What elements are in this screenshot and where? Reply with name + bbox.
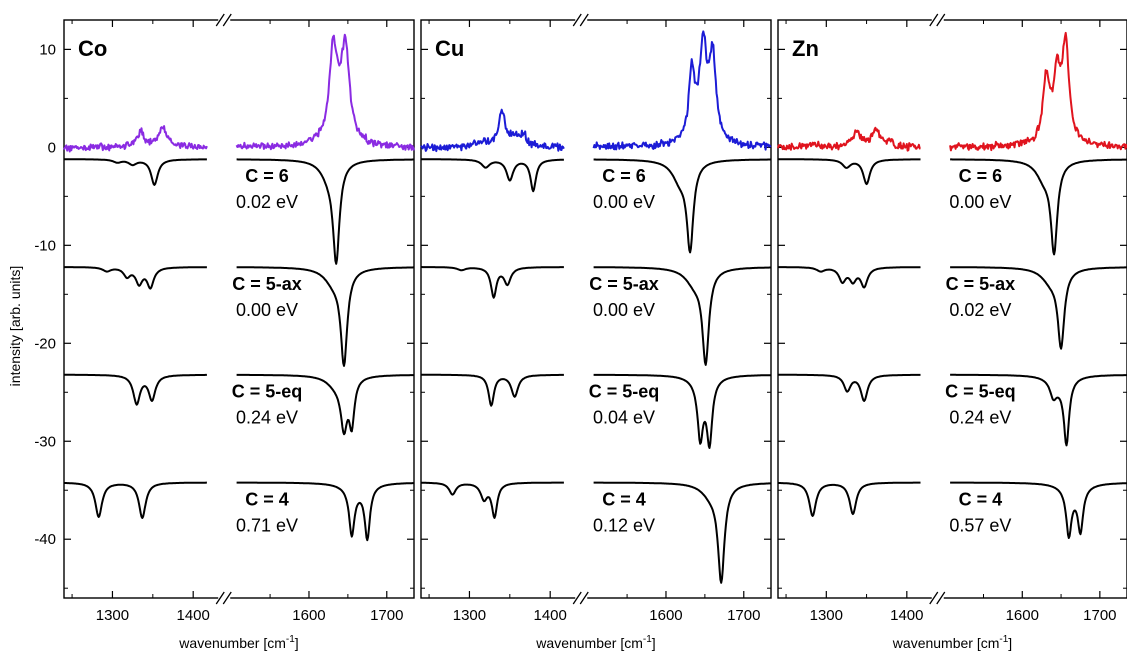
energy-label: 0.71 eV (236, 515, 298, 535)
series-computed-1 (777, 158, 1127, 256)
series-computed-1 (420, 158, 772, 254)
structure-label: C = 4 (245, 489, 289, 509)
axis-break-gap (575, 18, 588, 22)
x-tick-label: 1600 (649, 607, 682, 624)
series-computed-1 (63, 158, 415, 265)
energy-label: 0.00 eV (593, 300, 655, 320)
y-axis-title-group: intensity [arb. units] (7, 266, 23, 387)
series-computed-2 (63, 266, 415, 367)
structure-label: C = 5-eq (232, 382, 303, 402)
axis-break-mark (936, 13, 946, 27)
series-experiment-cu (420, 30, 772, 153)
energy-label: 0.02 eV (236, 192, 298, 212)
axis-break-mark (222, 591, 232, 605)
axis-break-gap (931, 18, 944, 22)
y-tick-label: -20 (34, 335, 56, 352)
series-computed-2 (420, 266, 772, 366)
panel-frame (777, 19, 1127, 599)
energy-label: 0.57 eV (949, 515, 1011, 535)
x-tick-label: 1700 (370, 607, 403, 624)
x-axis-title: wavenumber [cm-1] (178, 634, 298, 651)
y-axis-title: intensity [arb. units] (7, 266, 23, 387)
energy-label: 0.02 eV (949, 300, 1011, 320)
x-tick-label: 1600 (1006, 607, 1039, 624)
energy-label: 0.00 eV (949, 192, 1011, 212)
structure-label: C = 6 (959, 166, 1003, 186)
panel-frame (420, 19, 772, 599)
series-computed-2 (777, 266, 1127, 350)
x-tick-label: 1300 (453, 607, 486, 624)
structure-label: C = 4 (602, 489, 646, 509)
x-tick-label: 1700 (1083, 607, 1116, 624)
x-tick-label: 1300 (810, 607, 843, 624)
series-computed-3 (63, 373, 415, 436)
axis-break-mark (572, 591, 582, 605)
structure-label: C = 5-ax (589, 274, 659, 294)
structure-label: C = 5-ax (946, 274, 1016, 294)
series-computed-4 (63, 481, 415, 542)
y-tick-label: 0 (48, 139, 56, 156)
energy-label: 0.00 eV (593, 192, 655, 212)
x-tick-label: 1400 (534, 607, 567, 624)
panel-label: Co (78, 36, 107, 61)
axis-break-mark (579, 13, 589, 27)
energy-label: 0.24 eV (236, 408, 298, 428)
axis-break-mark (929, 13, 939, 27)
x-tick-label: 1700 (727, 607, 760, 624)
axis-break-gap (575, 596, 588, 600)
axis-break-mark (572, 13, 582, 27)
x-tick-label: 1600 (292, 607, 325, 624)
axis-break-mark (936, 591, 946, 605)
panels: 10 0 -10 -20 -30 -40 1300 1400 1600 1700 wavenumbe… (34, 13, 1127, 651)
x-tick-label: 1400 (890, 607, 923, 624)
structure-label: C = 5-ax (232, 274, 302, 294)
series-computed-3 (777, 373, 1127, 447)
x-axis-title: wavenumber [cm-1] (535, 634, 655, 651)
axis-break-mark (215, 13, 225, 27)
series-experiment-zn (777, 31, 1127, 152)
panel-label: Zn (792, 36, 819, 61)
panel-zn: 1300 1400 1600 1700 wavenumber [cm-1] C = 6 0.… (777, 13, 1127, 651)
structure-label: C = 6 (602, 166, 646, 186)
structure-label: C = 6 (245, 166, 289, 186)
energy-label: 0.12 eV (593, 515, 655, 535)
panel-co: 10 0 -10 -20 -30 -40 1300 1400 1600 1700 wavenumbe… (34, 13, 415, 651)
series-experiment-co (63, 33, 415, 153)
x-tick-label: 1400 (177, 607, 210, 624)
structure-label: C = 5-eq (589, 382, 660, 402)
x-tick-label: 1300 (96, 607, 129, 624)
structure-label: C = 4 (959, 489, 1003, 509)
y-tick-label: -40 (34, 531, 56, 548)
series-computed-4 (420, 481, 772, 584)
y-tick-label: 10 (39, 41, 56, 58)
axis-break-gap (218, 18, 231, 22)
series-computed-4 (777, 481, 1127, 539)
structure-label: C = 5-eq (945, 382, 1016, 402)
axis-break-mark (222, 13, 232, 27)
y-tick-label: -10 (34, 237, 56, 254)
panel-frame (63, 19, 415, 599)
axis-break-gap (218, 596, 231, 600)
axis-break-mark (215, 591, 225, 605)
panel-label: Cu (435, 36, 464, 61)
panel-cu: 1300 1400 1600 1700 wavenumber [cm-1] C = 6 0.… (420, 13, 772, 651)
axis-break-mark (929, 591, 939, 605)
axis-break-mark (579, 591, 589, 605)
x-axis-title: wavenumber [cm-1] (892, 634, 1012, 651)
energy-label: 0.04 eV (593, 408, 655, 428)
y-tick-label: -30 (34, 433, 56, 450)
energy-label: 0.24 eV (949, 408, 1011, 428)
series-computed-3 (420, 373, 772, 449)
axis-break-gap (931, 596, 944, 600)
energy-label: 0.00 eV (236, 300, 298, 320)
